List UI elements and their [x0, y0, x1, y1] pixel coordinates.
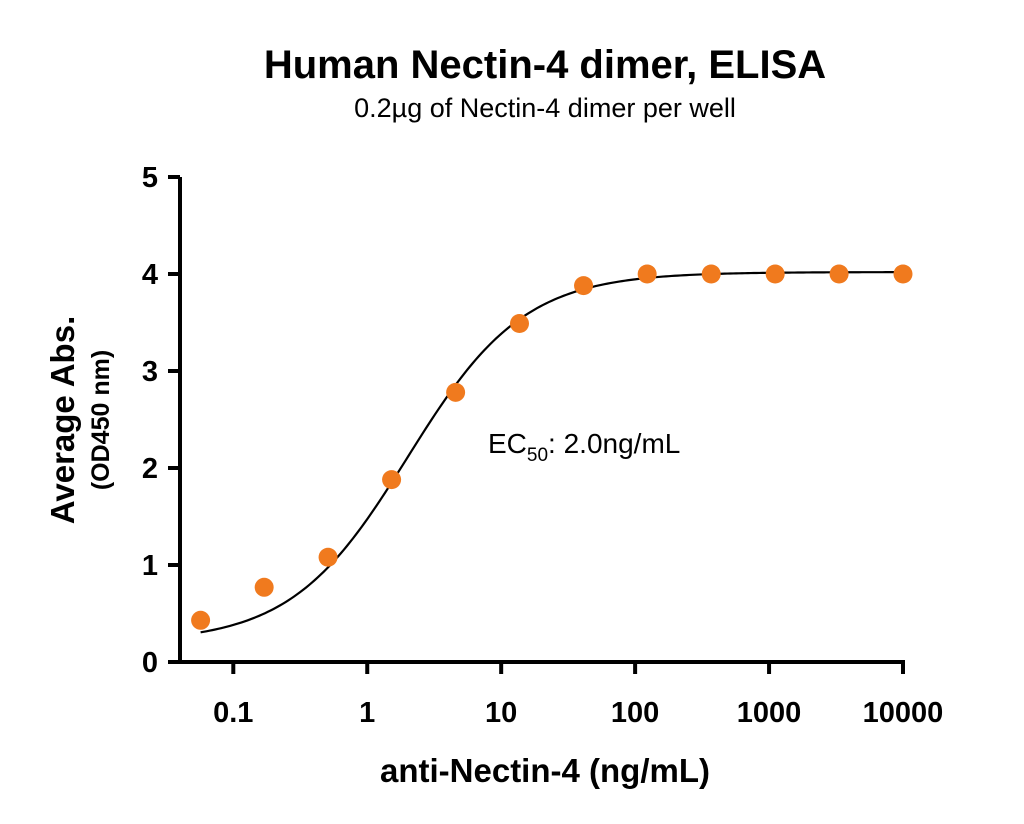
ec50-annotation: EC50: 2.0ng/mL: [488, 428, 680, 466]
x-tick-label: 100: [611, 697, 659, 729]
data-points: [191, 264, 913, 630]
ec50-suffix: : 2.0ng/mL: [548, 428, 680, 459]
y-tick-label: 0: [142, 647, 158, 679]
x-tick-label: 10: [485, 697, 517, 729]
y-tick-label: 3: [142, 356, 158, 388]
data-point: [637, 264, 657, 284]
data-point: [509, 313, 529, 333]
y-tick-label: 1: [142, 550, 158, 582]
data-point: [318, 547, 338, 567]
ticks: 0 1 2 3 4 5 0.1 1 10 100 1000 10000: [142, 162, 943, 729]
axes: [178, 177, 905, 664]
x-tick-label: 10000: [863, 697, 944, 729]
data-point: [382, 470, 402, 490]
x-tick-label: 1000: [737, 697, 802, 729]
y-axis-label: Average Abs.: [44, 316, 81, 524]
chart-title: Human Nectin-4 dimer, ELISA: [264, 43, 826, 87]
data-point: [829, 264, 849, 284]
data-point: [701, 264, 721, 284]
data-point: [446, 382, 466, 402]
fit-curve: [200, 271, 904, 634]
ec50-subscript: 50: [527, 445, 548, 466]
fit-curve-group: [200, 271, 904, 634]
y-tick-label: 2: [142, 453, 158, 485]
chart-subtitle: 0.2µg of Nectin-4 dimer per well: [354, 93, 736, 123]
data-point: [765, 264, 785, 284]
data-point: [254, 577, 274, 597]
data-point: [574, 276, 594, 296]
x-tick-label: 0.1: [213, 697, 253, 729]
data-point: [893, 264, 913, 284]
data-point: [191, 610, 211, 630]
y-tick-label: 4: [142, 259, 158, 291]
y-axis-unit-label: (OD450 nm): [87, 350, 115, 490]
y-tick-label: 5: [142, 162, 158, 194]
ec50-prefix: EC: [488, 428, 527, 459]
x-tick-label: 1: [359, 697, 375, 729]
x-axis-label: anti-Nectin-4 (ng/mL): [380, 752, 710, 789]
